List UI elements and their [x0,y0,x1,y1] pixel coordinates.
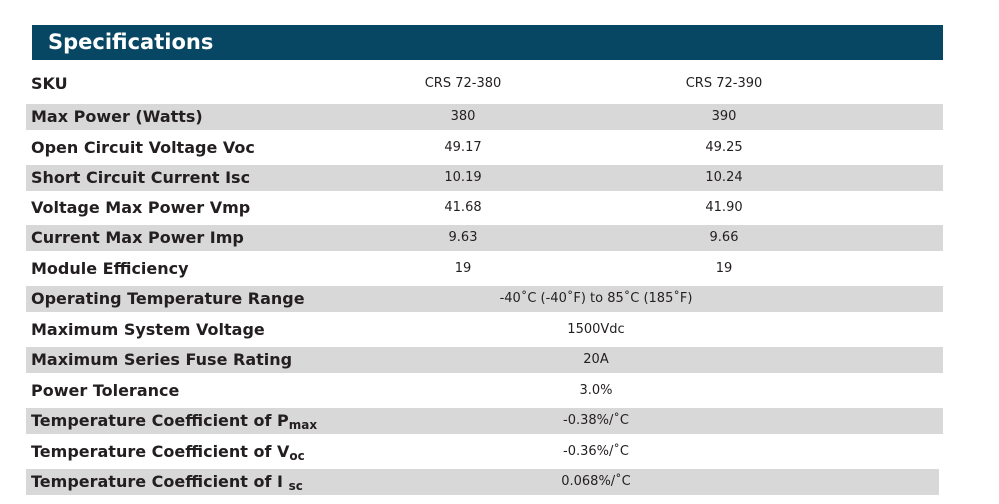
cell-value: 10.24 [705,170,743,185]
cell-value: 41.90 [705,200,743,215]
row-label: Maximum Series Fuse Rating [31,350,293,369]
table-row-temp-coeff-voc: Temperature Coefficient of Voc -0.36%/˚C [26,439,943,465]
cell-value: 49.25 [705,140,743,155]
section-title: Specifications [48,30,214,54]
table-row-current-max-power: Current Max Power Imp 9.63 9.66 [26,225,943,251]
cell-value: 3.0% [579,383,613,398]
row-label: Open Circuit Voltage Voc [31,138,255,157]
cell-value: 9.63 [448,230,478,245]
row-label: Short Circuit Current Isc [31,168,251,187]
table-row-max-power: Max Power (Watts) 380 390 [26,104,943,130]
table-row-temp-coeff-pmax: Temperature Coefficient of Pmax -0.38%/˚… [26,408,943,434]
sku-label: SKU [31,74,68,93]
row-label: Module Efficiency [31,259,189,278]
row-label: Current Max Power Imp [31,228,244,247]
label-subscript: max [288,418,318,432]
row-label: Operating Temperature Range [31,289,305,308]
cell-value: 41.68 [444,200,482,215]
column-header-crs-72-380: CRS 72-380 [424,76,502,91]
row-label: Voltage Max Power Vmp [31,198,251,217]
cell-value: 10.19 [444,170,482,185]
row-label: Power Tolerance [31,381,180,400]
table-row-operating-temperature: Operating Temperature Range -40˚C (-40˚F… [26,286,943,312]
cell-value: 19 [454,261,472,276]
cell-value: -40˚C (-40˚F) to 85˚C (185˚F) [499,291,693,306]
cell-value: 20A [583,352,609,367]
row-label: Temperature Coefficient of I sc [31,472,303,493]
cell-value: -0.36%/˚C [563,444,629,459]
table-row-max-system-voltage: Maximum System Voltage 1500Vdc [26,317,943,343]
table-row-voltage-max-power: Voltage Max Power Vmp 41.68 41.90 [26,195,943,221]
cell-value: 9.66 [709,230,739,245]
table-row-max-series-fuse: Maximum Series Fuse Rating 20A [26,347,943,373]
cell-value: -0.38%/˚C [563,413,629,428]
cell-value: 380 [450,109,476,124]
label-subscript: sc [288,479,303,493]
row-label: Max Power (Watts) [31,107,203,126]
table-row-open-circuit-voltage: Open Circuit Voltage Voc 49.17 49.25 [26,135,943,161]
table-row-module-efficiency: Module Efficiency 19 19 [26,256,943,282]
row-label: Temperature Coefficient of Voc [31,442,305,463]
cell-value: 49.17 [444,140,482,155]
row-label: Temperature Coefficient of Pmax [31,411,318,432]
table-row-temp-coeff-isc: Temperature Coefficient of I sc 0.068%/˚… [26,469,939,495]
label-subscript: oc [289,449,305,463]
cell-value: 0.068%/˚C [561,474,631,489]
table-header-row: SKU CRS 72-380 CRS 72-390 [26,71,943,97]
section-header: Specifications [32,25,943,60]
cell-value: 19 [715,261,733,276]
row-label: Maximum System Voltage [31,320,265,339]
cell-value: 390 [711,109,737,124]
column-header-crs-72-390: CRS 72-390 [685,76,763,91]
cell-value: 1500Vdc [567,322,625,337]
table-row-power-tolerance: Power Tolerance 3.0% [26,378,943,404]
table-row-short-circuit-current: Short Circuit Current Isc 10.19 10.24 [26,165,943,191]
